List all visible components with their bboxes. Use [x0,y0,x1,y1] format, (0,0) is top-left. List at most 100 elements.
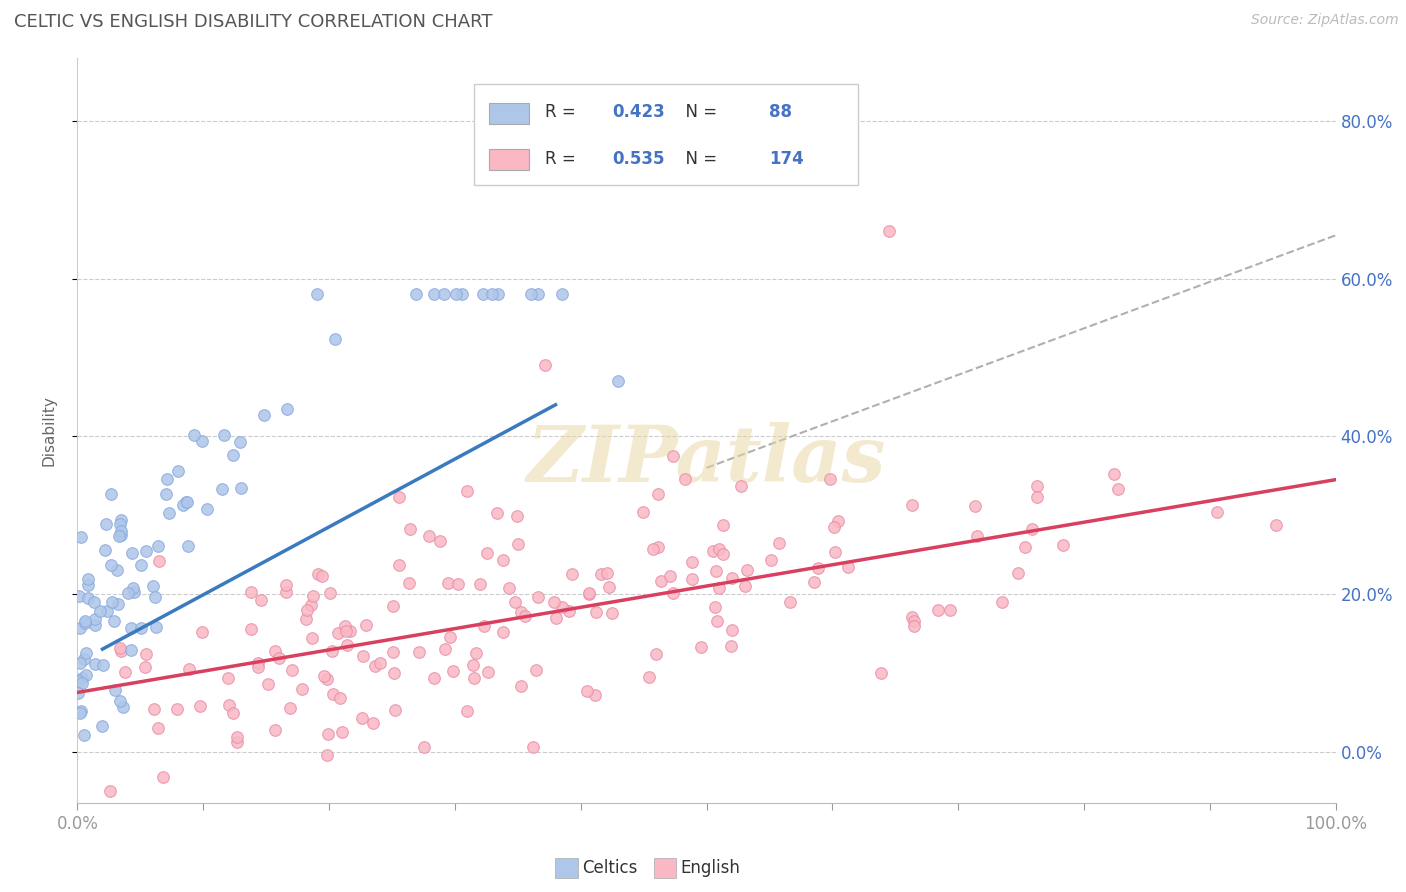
Point [720,571,742,585]
Point [444,287,467,301]
Point [673,472,696,486]
Point [803,575,825,590]
Point [470,577,492,591]
Point [143,702,166,716]
Point [578,586,600,600]
Point [481,287,503,301]
Point [702,544,724,558]
Point [534,359,557,373]
Point [120,643,142,657]
Point [73,615,96,629]
Point [768,536,790,550]
Point [513,609,536,624]
Point [631,505,654,519]
Point [166,464,188,478]
Point [146,721,169,735]
Point [522,739,544,754]
Point [441,665,464,679]
Point [108,641,131,656]
Point [388,490,411,504]
Point [69,656,91,670]
Text: ZIPatlas: ZIPatlas [527,422,886,499]
Point [461,658,484,673]
Point [434,641,457,656]
Point [543,595,565,609]
Point [730,479,752,493]
Point [174,494,197,508]
Point [681,572,703,586]
Text: Celtics: Celtics [582,859,637,877]
Text: 0.423: 0.423 [612,103,665,121]
Point [583,688,606,702]
Point [486,507,509,521]
Point [1025,478,1047,492]
Point [172,498,194,512]
Point [328,690,350,705]
Point [877,224,900,238]
Point [145,620,167,634]
Point [506,537,529,551]
Text: 88: 88 [769,103,793,121]
Point [418,529,440,543]
Point [382,645,405,659]
Point [176,495,198,509]
Text: Source: ZipAtlas.com: Source: ZipAtlas.com [1251,13,1399,28]
Point [299,599,322,613]
Point [188,699,211,714]
Point [596,566,619,580]
Point [550,287,572,301]
Point [112,700,135,714]
Point [585,605,607,619]
Point [315,672,337,686]
Point [110,643,132,657]
Point [100,558,122,573]
Point [274,578,297,592]
Point [122,582,145,596]
Point [659,568,682,582]
Point [339,624,361,638]
Point [398,576,420,591]
Point [226,730,249,744]
Point [195,502,218,516]
Point [217,671,239,685]
Point [432,287,454,301]
Point [129,621,152,635]
Point [779,595,801,609]
Point [807,560,830,574]
Point [330,724,353,739]
Point [662,449,685,463]
Point [901,610,924,624]
Point [450,287,472,301]
Point [264,723,287,738]
Point [98,784,121,798]
Point [761,552,783,566]
Point [307,287,329,301]
Point [1007,566,1029,581]
Point [70,676,93,690]
Point [247,659,270,673]
Point [239,622,262,636]
Point [720,639,742,653]
Point [166,702,188,716]
Point [901,498,924,512]
Point [824,545,846,559]
Point [506,509,529,524]
Point [302,590,325,604]
Point [295,603,318,617]
Point [498,581,520,595]
Point [546,611,568,625]
Point [108,694,131,708]
Point [177,662,200,676]
Point [1014,541,1036,555]
Point [423,287,446,301]
Point [114,665,136,679]
Point [447,577,470,591]
Point [503,595,526,609]
Point [384,703,406,717]
Point [311,568,333,582]
Point [578,587,600,601]
Point [100,595,122,609]
Point [295,612,318,626]
Text: 174: 174 [769,150,804,168]
Point [110,524,132,539]
